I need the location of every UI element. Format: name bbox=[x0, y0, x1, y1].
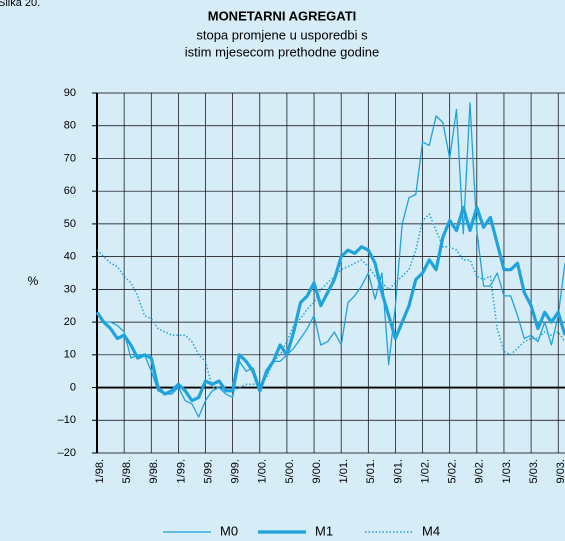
x-tick-label: 1/02. bbox=[419, 459, 431, 483]
y-axis-label: % bbox=[28, 274, 39, 288]
x-tick-label: 5/00. bbox=[284, 459, 296, 483]
y-tick-label: 50 bbox=[64, 218, 76, 230]
legend-label: M1 bbox=[315, 523, 333, 538]
series-line bbox=[96, 102, 565, 418]
x-tick-label: 5/02. bbox=[447, 459, 459, 483]
y-tick-label: –10 bbox=[58, 414, 76, 426]
x-tick-label: 1/98. bbox=[94, 459, 106, 483]
y-tick-label: 10 bbox=[64, 349, 76, 361]
x-tick-label: 9/01. bbox=[392, 459, 404, 483]
x-tick-label: 5/99. bbox=[202, 459, 214, 483]
x-tick-label: 1/00. bbox=[257, 459, 269, 483]
y-tick-label: 20 bbox=[64, 316, 76, 328]
x-tick-label: 1/03. bbox=[501, 459, 513, 483]
y-tick-label: 80 bbox=[64, 120, 76, 132]
chart-title: MONETARNI AGREGATI bbox=[208, 8, 357, 23]
series-line bbox=[95, 205, 565, 403]
x-tick-label: 1/99. bbox=[175, 459, 187, 483]
y-tick-label: 0 bbox=[70, 381, 76, 393]
legend-label: M4 bbox=[422, 523, 440, 538]
x-tick-label: 9/03. bbox=[555, 459, 565, 483]
figure-label: Slika 20. bbox=[0, 0, 40, 9]
x-tick-label: 1/01. bbox=[338, 459, 350, 483]
x-tick-label: 9/98. bbox=[148, 459, 160, 483]
x-tick-label: 5/01. bbox=[365, 459, 377, 483]
y-tick-label: 40 bbox=[64, 251, 76, 263]
y-tick-label: 30 bbox=[64, 283, 76, 295]
x-tick-label: 9/99. bbox=[230, 459, 242, 483]
x-tick-label: 5/98. bbox=[121, 459, 133, 483]
y-tick-label: 90 bbox=[64, 87, 76, 99]
y-tick-label: 60 bbox=[64, 185, 76, 197]
y-tick-label: –20 bbox=[58, 447, 76, 459]
chart-subtitle: istim mjesecom prethodne godine bbox=[185, 44, 379, 59]
legend-label: M0 bbox=[220, 523, 238, 538]
x-tick-label: 5/03. bbox=[528, 459, 540, 483]
x-tick-label: 9/02. bbox=[474, 459, 486, 483]
y-tick-label: 70 bbox=[64, 152, 76, 164]
chart-subtitle: stopa promjene u usporedbi s bbox=[196, 27, 368, 42]
x-tick-label: 9/00. bbox=[311, 459, 323, 483]
